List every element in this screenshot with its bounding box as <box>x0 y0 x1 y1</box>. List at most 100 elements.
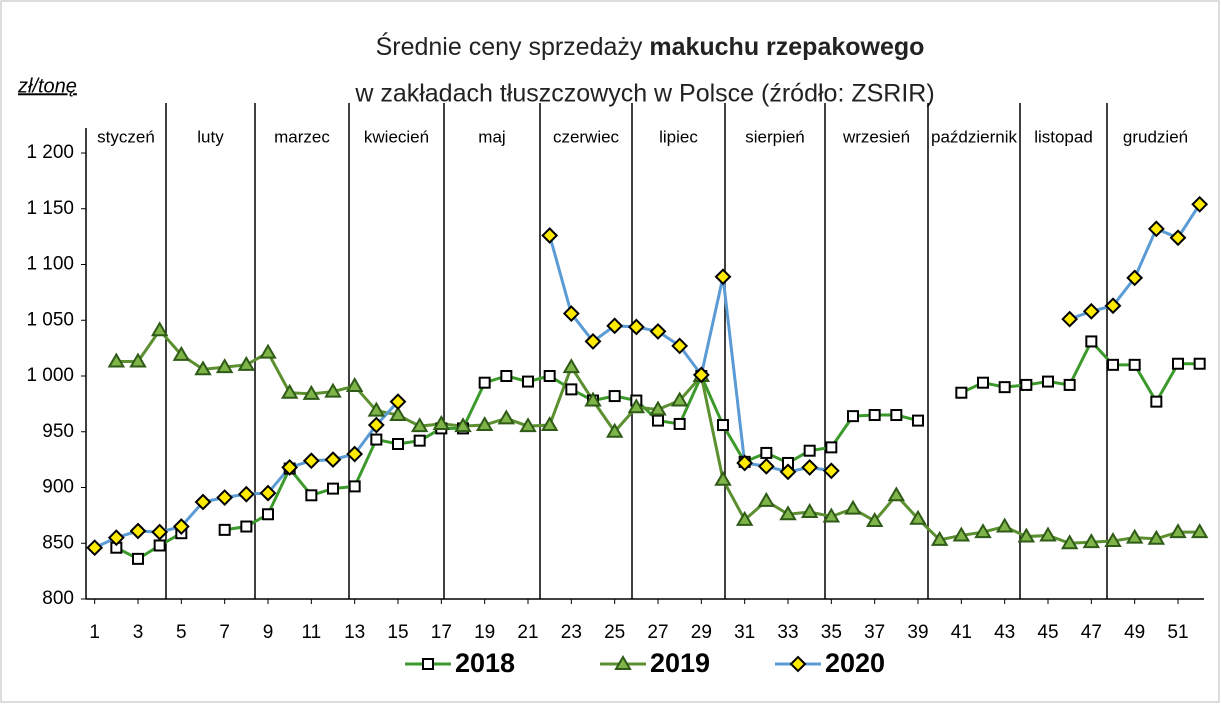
marker-diamond <box>584 333 602 350</box>
x-tick-label: 39 <box>907 622 928 643</box>
month-label: luty <box>197 127 224 146</box>
month-label: lipiec <box>659 127 698 146</box>
marker-square <box>955 386 968 399</box>
marker-triangle <box>410 417 429 433</box>
x-tick-label: 31 <box>734 622 755 643</box>
marker-diamond <box>216 489 234 506</box>
marker-triangle <box>1125 528 1144 544</box>
marker-triangle <box>735 510 754 526</box>
marker-triangle <box>215 358 234 374</box>
marker-square <box>1107 358 1119 371</box>
marker-square <box>760 446 773 459</box>
month-label: marzec <box>274 127 330 146</box>
marker-triangle <box>497 409 516 425</box>
marker-diamond <box>1082 302 1100 320</box>
marker-diamond <box>389 393 407 411</box>
marker-diamond <box>194 493 212 511</box>
marker-diamond <box>822 462 840 480</box>
marker-triangle <box>475 416 494 432</box>
marker-diamond <box>281 459 299 476</box>
y-tick-label: 800 <box>42 588 74 609</box>
marker-triangle <box>259 343 277 359</box>
marker-triangle <box>1017 527 1036 543</box>
x-tick-label: 29 <box>691 622 712 643</box>
marker-triangle <box>519 417 537 433</box>
marker-diamond <box>1061 310 1079 328</box>
x-tick-label: 9 <box>263 622 274 643</box>
marker-square <box>305 489 318 502</box>
marker-square <box>803 444 816 457</box>
marker-diamond <box>541 227 559 244</box>
marker-square <box>673 417 686 430</box>
marker-diamond <box>324 451 342 469</box>
marker-triangle <box>952 526 971 542</box>
marker-triangle <box>389 406 407 422</box>
marker-square <box>608 390 621 403</box>
marker-triangle <box>1190 523 1209 539</box>
marker-square <box>1085 335 1098 348</box>
marker-square <box>153 539 166 552</box>
marker-diamond <box>692 366 710 384</box>
marker-triangle <box>614 655 632 670</box>
marker-triangle <box>995 517 1014 533</box>
y-tick-label: 950 <box>42 421 74 442</box>
x-tick-label: 7 <box>219 622 230 643</box>
marker-triangle <box>345 377 364 393</box>
month-label: listopad <box>1034 127 1093 146</box>
marker-triangle <box>540 416 559 432</box>
marker-diamond <box>302 452 320 470</box>
x-tick-label: 47 <box>1081 622 1102 643</box>
marker-triangle <box>324 382 342 398</box>
x-tick-label: 49 <box>1124 622 1145 643</box>
marker-square <box>422 658 434 670</box>
x-tick-label: 17 <box>431 622 452 643</box>
marker-square <box>218 523 231 536</box>
marker-square <box>370 433 383 446</box>
marker-diamond <box>671 337 689 355</box>
marker-triangle <box>1060 534 1079 550</box>
marker-triangle <box>670 391 689 407</box>
y-tick-label: 1 000 <box>26 365 74 386</box>
marker-triangle <box>194 360 212 376</box>
x-tick-label: 5 <box>176 622 187 643</box>
x-tick-label: 11 <box>301 622 321 643</box>
marker-triangle <box>150 321 169 337</box>
marker-square <box>912 414 924 427</box>
marker-square <box>1193 357 1206 370</box>
month-label: maj <box>478 127 505 146</box>
marker-triangle <box>432 414 451 430</box>
marker-diamond <box>107 529 125 547</box>
marker-diamond <box>1147 220 1165 238</box>
marker-diamond <box>1169 229 1187 247</box>
marker-diamond <box>129 522 147 540</box>
marker-diamond <box>1104 297 1122 315</box>
x-tick-label: 51 <box>1167 622 1188 643</box>
marker-square <box>132 552 144 565</box>
x-tick-label: 37 <box>864 622 885 643</box>
marker-diamond <box>562 305 580 322</box>
marker-square <box>1150 395 1163 408</box>
y-tick-label: 900 <box>42 477 74 498</box>
marker-square <box>262 508 274 521</box>
marker-triangle <box>779 505 797 521</box>
x-tick-label: 15 <box>387 622 408 643</box>
marker-triangle <box>1169 523 1187 539</box>
marker-diamond <box>627 318 645 336</box>
month-label: sierpień <box>745 127 805 146</box>
legend-label: 2020 <box>825 648 885 678</box>
y-tick-label: 1 200 <box>26 142 74 163</box>
month-label: czerwiec <box>553 127 620 146</box>
marker-square <box>868 409 881 422</box>
marker-square <box>240 520 253 533</box>
marker-triangle <box>800 503 819 519</box>
marker-diamond <box>736 454 754 472</box>
marker-triangle <box>129 352 147 368</box>
marker-diamond <box>801 459 819 476</box>
legend-label: 2019 <box>650 648 710 678</box>
marker-diamond <box>714 268 732 286</box>
marker-square <box>825 441 838 454</box>
y-tick-label: 1 100 <box>26 254 74 275</box>
marker-triangle <box>627 398 646 414</box>
